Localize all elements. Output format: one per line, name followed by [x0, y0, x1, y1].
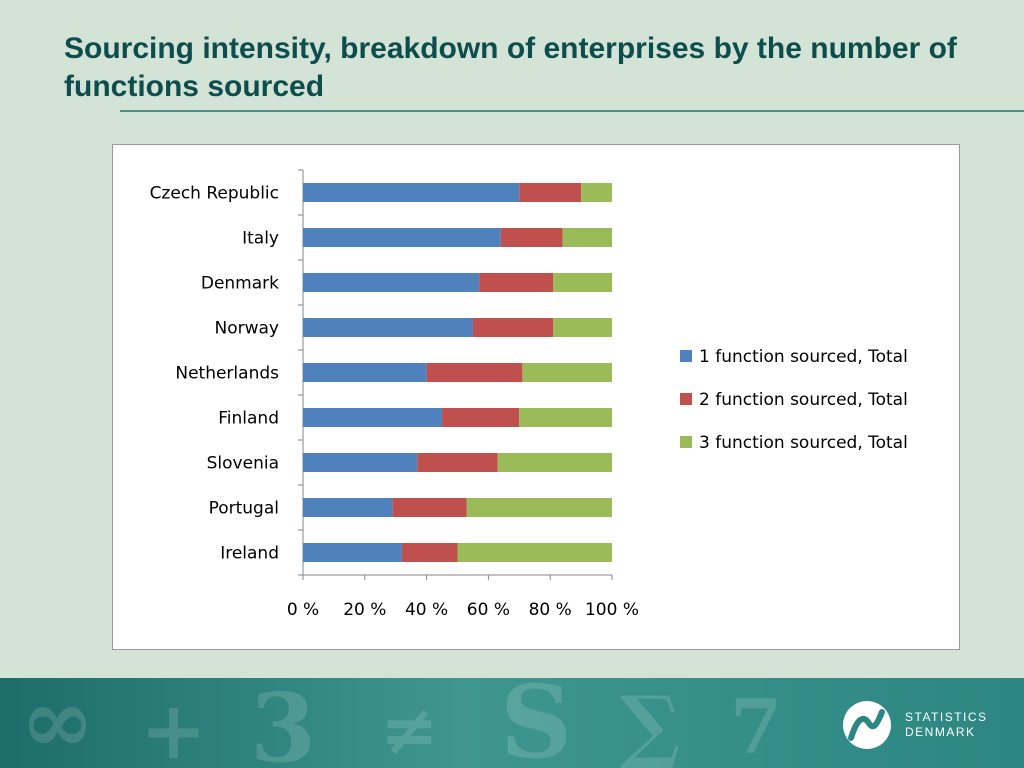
bar-segment-series-1 [303, 363, 427, 382]
bar-segment-series-1 [303, 498, 393, 517]
bar-segment-series-2 [426, 363, 523, 382]
category-label: Italy [242, 229, 279, 249]
background-glyph: 7 [730, 683, 783, 768]
bar-segment-series-1 [303, 453, 418, 472]
bar-segment-series-3 [562, 228, 612, 247]
background-glyph: + [140, 683, 208, 768]
category-label: Norway [215, 319, 280, 339]
bar-segment-series-1 [303, 273, 480, 292]
background-glyph: S [500, 678, 573, 768]
bar-segment-series-2 [479, 273, 554, 292]
bar-segment-series-1 [303, 543, 402, 562]
x-tick-label: 80 % [529, 600, 572, 620]
bar-segment-series-2 [500, 228, 563, 247]
bar-segment-series-3 [519, 408, 612, 427]
category-label: Ireland [220, 544, 279, 564]
bar-segment-series-3 [466, 498, 612, 517]
category-label: Portugal [209, 499, 279, 519]
bar-segment-series-1 [303, 183, 520, 202]
category-label: Finland [218, 409, 279, 429]
category-label: Slovenia [207, 454, 279, 474]
x-tick-label: 100 % [585, 600, 639, 620]
category-label: Netherlands [175, 364, 279, 384]
bar-segment-series-2 [392, 498, 467, 517]
category-label: Denmark [201, 274, 279, 294]
legend-swatch [680, 393, 692, 405]
stacked-bar-chart: Czech Republic Italy Denmark Norway Netherla… [150, 169, 908, 620]
bar-segment-series-3 [553, 273, 612, 292]
bar-segment-series-1 [303, 318, 473, 337]
logo-line-2: DENMARK [905, 725, 976, 739]
chart-container: Czech Republic Italy Denmark Norway Netherla… [112, 144, 960, 650]
statistics-denmark-logo-icon [843, 701, 891, 749]
x-tick-label: 40 % [405, 600, 448, 620]
title-divider [120, 110, 1024, 112]
background-glyph: 3 [250, 678, 317, 768]
legend-swatch [680, 436, 692, 448]
legend-entry: 2 function sourced, Total [699, 390, 908, 410]
logo-line-1: STATISTICS [905, 710, 988, 724]
x-tick-label: 20 % [343, 600, 386, 620]
legend-entry: 1 function sourced, Total [699, 347, 908, 367]
bar-segment-series-1 [303, 408, 443, 427]
bar-segment-series-3 [457, 543, 612, 562]
legend-entry: 3 function sourced, Total [699, 433, 908, 453]
background-glyph: ∞ [20, 678, 95, 768]
bar-segment-series-3 [553, 318, 612, 337]
legend-swatch [680, 350, 692, 362]
bar-segment-series-2 [472, 318, 554, 337]
background-glyph: ≠ [380, 688, 439, 768]
logo-wordmark: STATISTICS DENMARK [905, 710, 988, 740]
bar-segment-series-3 [497, 453, 612, 472]
bar-segment-series-3 [522, 363, 612, 382]
bar-segment-series-2 [417, 453, 498, 472]
x-tick-label: 60 % [467, 600, 510, 620]
bar-segment-series-2 [442, 408, 520, 427]
footer-banner: ∞ + 3 ≠ S ∑ 7 STATISTICS DENMARK [0, 678, 1024, 768]
bar-segment-series-3 [581, 183, 612, 202]
category-label: Czech Republic [150, 184, 279, 204]
x-tick-label: 0 % [287, 600, 319, 620]
background-glyph: ∑ [620, 678, 681, 768]
bar-segment-series-2 [519, 183, 582, 202]
bar-segment-series-1 [303, 228, 501, 247]
slide-title: Sourcing intensity, breakdown of enterpr… [64, 32, 957, 103]
bar-segment-series-2 [401, 543, 458, 562]
